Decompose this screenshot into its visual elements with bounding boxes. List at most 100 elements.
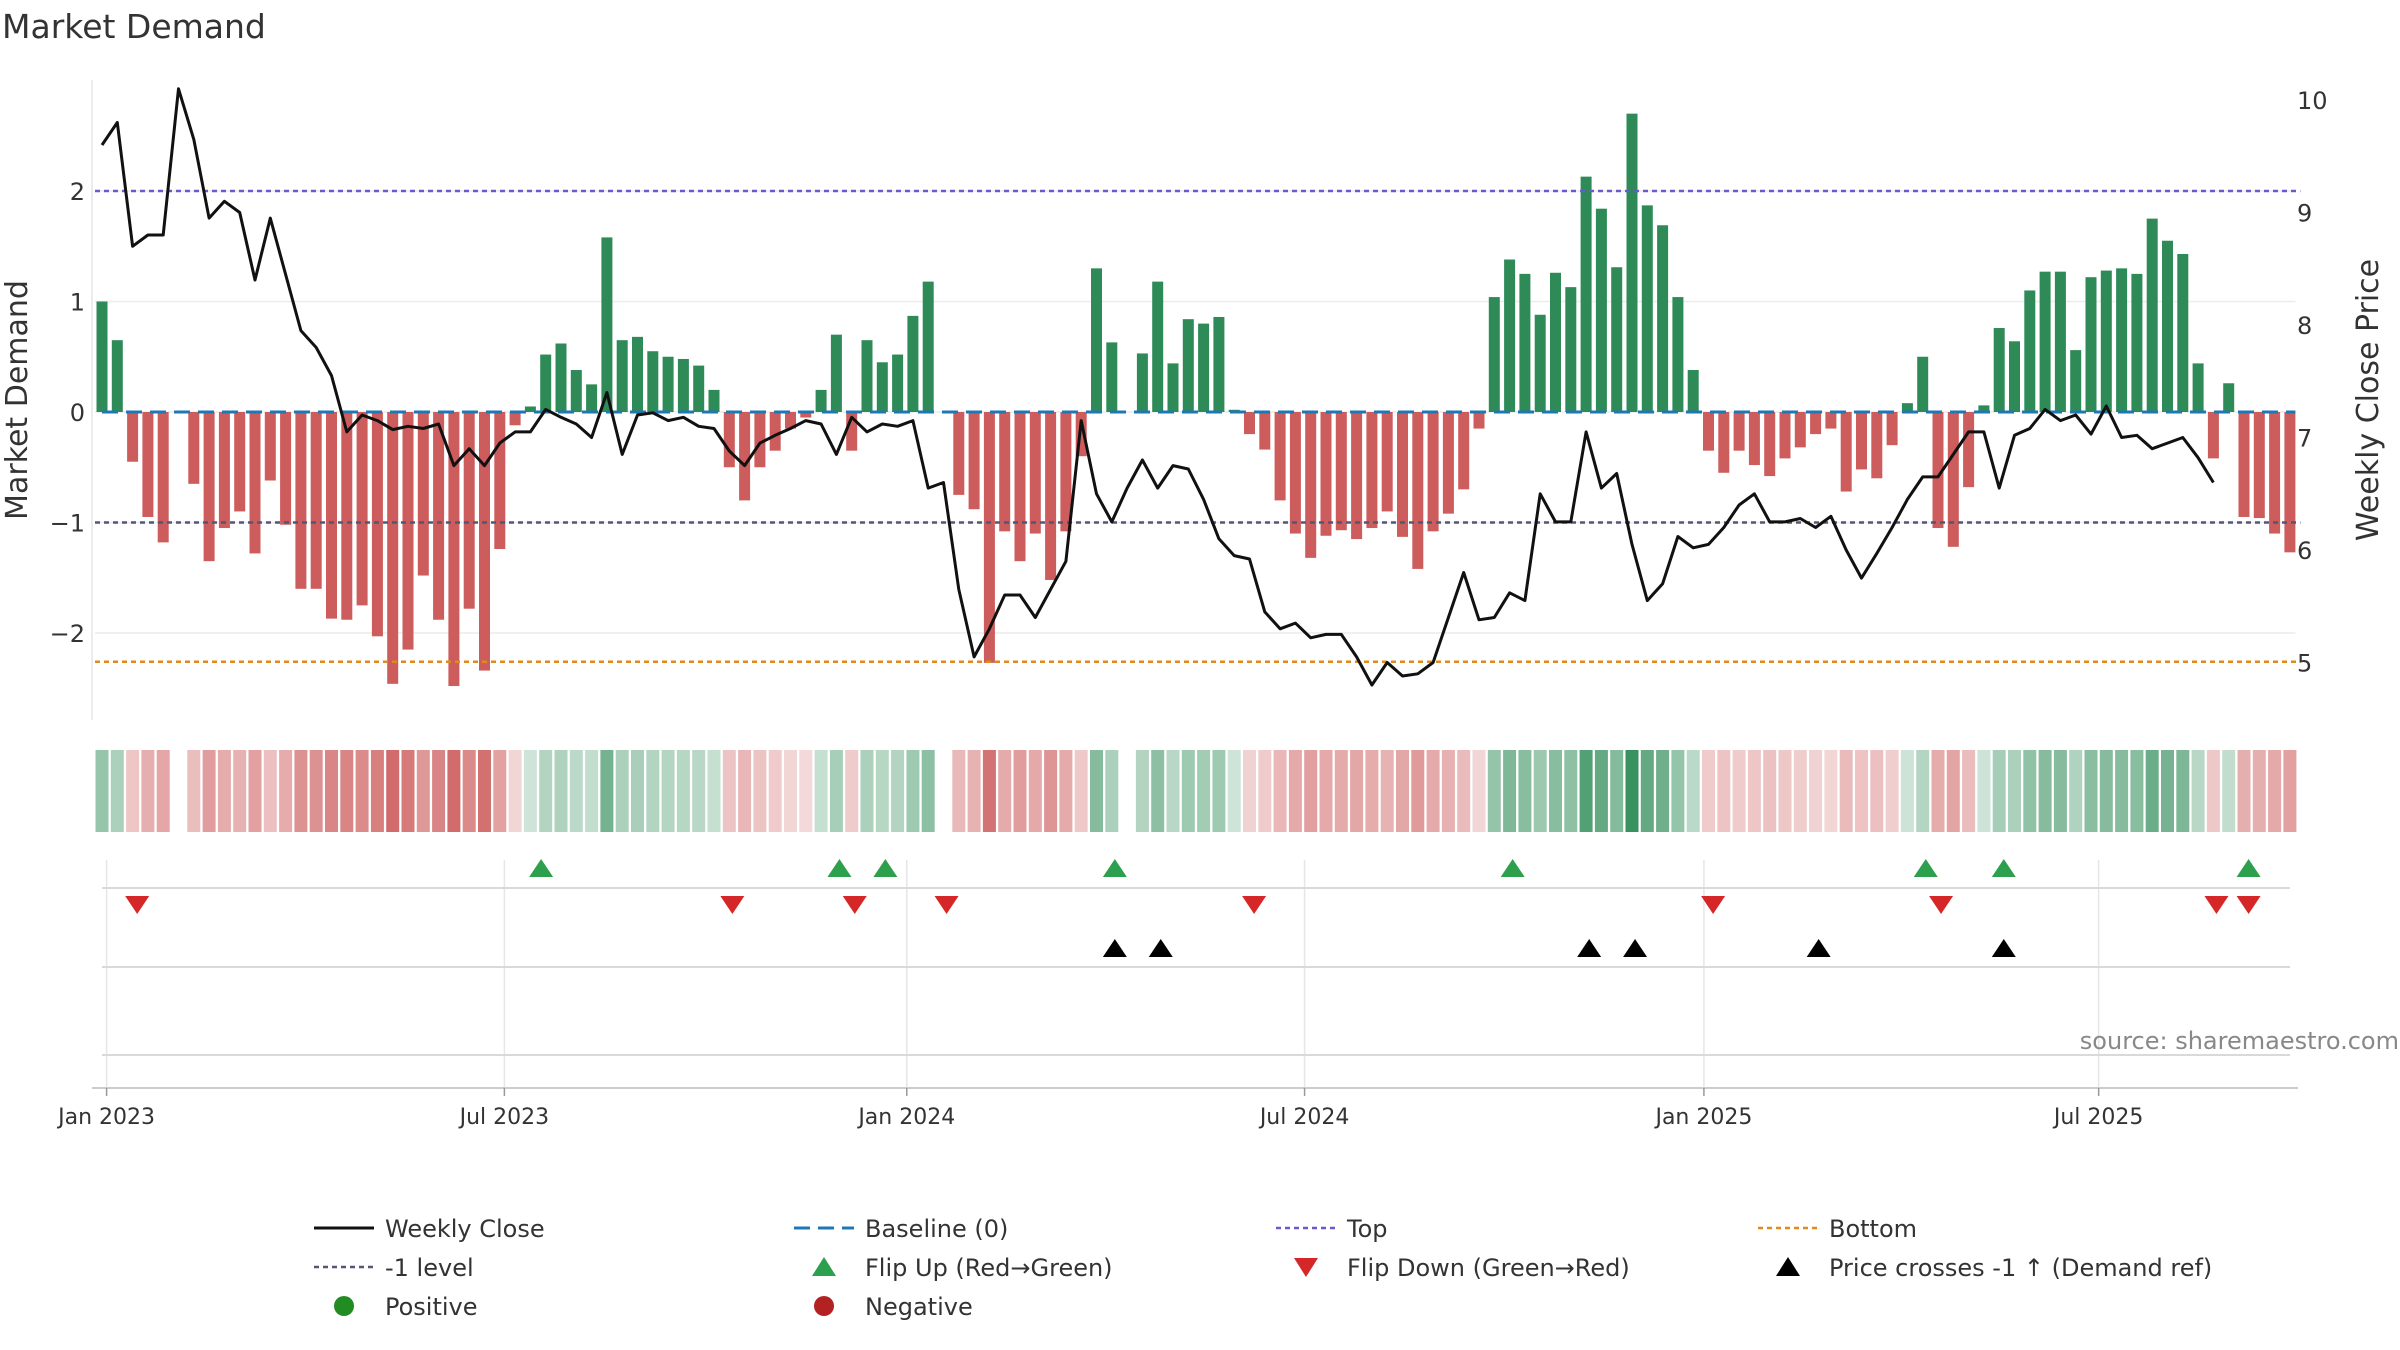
negative-bar (1259, 412, 1271, 450)
heat-cell (1900, 750, 1914, 832)
positive-bar (1106, 342, 1118, 412)
heat-cell (631, 750, 644, 832)
heat-cell (110, 750, 124, 832)
positive-bar (1488, 297, 1500, 412)
heat-cell (768, 750, 782, 832)
heat-cell (2161, 750, 2174, 832)
positive-bar (1917, 356, 1929, 412)
legend-swatch (1776, 1257, 1800, 1276)
positive-bar (1504, 259, 1516, 412)
heat-cell (799, 750, 813, 832)
y-tick-label: 0 (70, 399, 85, 427)
heat-cell (1809, 750, 1823, 832)
flip-down-marker (2204, 896, 2229, 914)
heat-cell (1396, 750, 1409, 832)
heat-cell (1579, 750, 1593, 832)
heat-cell (585, 750, 599, 832)
heat-cell (753, 750, 767, 832)
source-note: source: sharemaestro.com (2080, 1027, 2399, 1055)
price-cross-marker (1102, 939, 1127, 957)
negative-bar (846, 412, 858, 451)
heat-cell (248, 750, 262, 832)
negative-bar (203, 412, 215, 562)
heat-cell (738, 750, 752, 832)
heat-cell (1013, 750, 1027, 832)
positive-bar (1550, 272, 1561, 412)
heat-cell (1594, 750, 1608, 832)
heat-cell (707, 750, 721, 832)
heat-cell (401, 750, 415, 832)
heat-cell (2008, 750, 2021, 832)
heat-cell (1763, 750, 1777, 832)
weekly-close-series (100, 87, 2215, 687)
heat-cell (1885, 750, 1899, 832)
negative-bar (218, 412, 230, 529)
positive-bar (2162, 240, 2173, 412)
negative-bar (1733, 412, 1745, 451)
negative-bar (1840, 412, 1852, 492)
negative-bar (1779, 412, 1791, 459)
legend-label: Negative (865, 1293, 973, 1321)
heat-cell (1732, 750, 1746, 832)
heat-cell (600, 750, 614, 832)
heat-cell (2115, 750, 2129, 832)
x-tick-label: Jan 2024 (856, 1105, 955, 1130)
heat-cell (569, 750, 583, 832)
heat-cell (1365, 750, 1379, 832)
negative-bar (1381, 412, 1393, 512)
flip-up-marker (529, 859, 554, 877)
heat-cell (661, 750, 675, 832)
positive-bar (1978, 405, 1990, 412)
heat-cell (1564, 750, 1578, 832)
flip-down-marker (934, 896, 959, 914)
positive-bar (830, 334, 842, 412)
positive-bar (524, 406, 536, 412)
heat-cell (2023, 750, 2037, 832)
x-tick-label: Jan 2025 (1653, 1105, 1752, 1130)
heat-cell (447, 750, 461, 832)
negative-bar (479, 412, 490, 671)
positive-bar (2146, 218, 2158, 412)
heat-cell (370, 750, 384, 832)
heat-cell (2191, 750, 2205, 832)
y2-tick-label: 8 (2297, 312, 2312, 340)
negative-bar (1397, 412, 1408, 537)
positive-bar (647, 351, 659, 412)
negative-bar (1748, 412, 1760, 466)
negative-bar (785, 412, 796, 429)
negative-bar (494, 412, 506, 550)
positive-bar (1580, 176, 1592, 412)
heat-cell (523, 750, 537, 832)
reference-lines (95, 189, 2301, 663)
positive-bar (1534, 314, 1546, 412)
heat-cell (156, 750, 170, 832)
flip-down-marker (125, 896, 150, 914)
heat-cell (1549, 750, 1562, 832)
negative-bar (142, 412, 154, 517)
heat-cell (1059, 750, 1073, 832)
y2-tick-label: 5 (2297, 650, 2312, 678)
positive-bar (1091, 268, 1102, 412)
negative-bar (1947, 412, 1959, 547)
y2-tick-label: 6 (2297, 537, 2312, 565)
positive-bar (1152, 281, 1164, 412)
negative-bar (433, 412, 445, 620)
negative-bar (157, 412, 169, 543)
heat-cell (1931, 750, 1945, 832)
positive-bar (1993, 328, 2005, 412)
heat-cell (462, 750, 476, 832)
heat-cell (1166, 750, 1180, 832)
heat-cell (1181, 750, 1195, 832)
negative-bar (1856, 412, 1867, 470)
x-tick-label: Jul 2024 (1258, 1105, 1350, 1130)
heat-cell (2252, 750, 2266, 832)
negative-bar (1718, 412, 1730, 473)
negative-bar (1427, 412, 1439, 532)
positive-bar (540, 354, 552, 412)
flip-up-marker (827, 859, 852, 877)
positive-bar (111, 340, 123, 412)
heat-cell (1243, 750, 1256, 832)
heat-cell (1793, 750, 1807, 832)
positive-bar (2100, 270, 2112, 412)
